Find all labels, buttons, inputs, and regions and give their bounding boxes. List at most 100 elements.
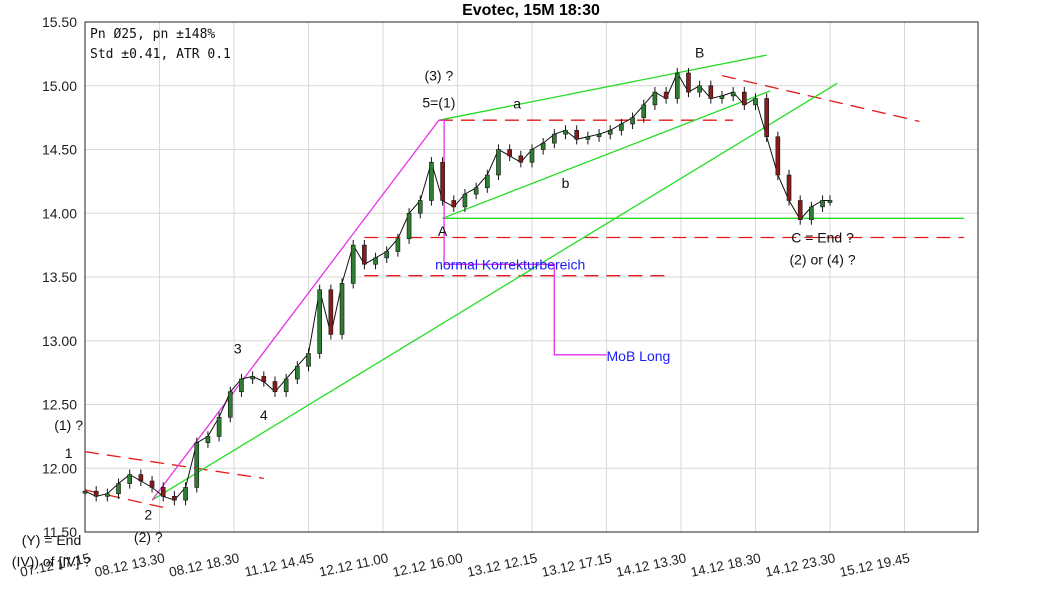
x-axis-ticks: 07.12 17.15 08.12 13.30 08.12 18.30 11.12 1… [19, 550, 911, 580]
x-tick-label: 08.12 18.30 [168, 550, 241, 580]
chart-title: Evotec, 15M 18:30 [462, 2, 600, 19]
price-bar [384, 251, 390, 259]
wave-label: (Y) = End [22, 532, 82, 548]
price-bar [250, 376, 255, 380]
y-tick-label: 12.50 [42, 397, 77, 413]
price-bar [585, 136, 591, 140]
price-bar [719, 95, 725, 99]
price-bar [339, 283, 345, 335]
price-bar [261, 376, 267, 382]
price-bar [328, 289, 334, 335]
price-bar [440, 161, 445, 201]
red-dashed-line [84, 489, 171, 510]
wave-label: (2) or (4) ? [789, 251, 855, 267]
x-tick-label: 08.12 13.30 [93, 550, 166, 580]
wave-label: 3 [234, 341, 242, 357]
price-bar [563, 130, 568, 135]
price-bar [552, 133, 557, 144]
x-tick-label: 14.12 23.30 [764, 550, 837, 580]
info-line-2: Std ±0.41, ATR 0.1 [90, 47, 231, 62]
x-tick-label: 14.12 13.30 [615, 550, 688, 580]
price-bar [574, 130, 580, 140]
price-bar [395, 238, 401, 252]
price-bar [239, 378, 244, 393]
price-series [82, 67, 833, 506]
wave-label: 4 [260, 407, 268, 423]
price-bar [630, 117, 635, 125]
wave-label: 1 [65, 445, 73, 461]
wave-label: A [438, 223, 448, 239]
y-tick-label: 11.50 [43, 524, 77, 540]
x-tick-label: 15.12 19.45 [838, 550, 911, 580]
price-bar [317, 289, 322, 354]
wave-label: b [562, 175, 570, 191]
green-trend-line [442, 90, 771, 219]
price-bar [216, 416, 222, 437]
price-bar [362, 244, 367, 265]
price-bar [529, 149, 535, 163]
price-bar [674, 72, 680, 99]
plot-frame [84, 21, 979, 533]
x-tick-label: 13.12 17.15 [540, 550, 613, 580]
price-bar [105, 493, 110, 497]
y-tick-label: 13.50 [42, 269, 77, 285]
price-bar [127, 474, 132, 484]
price-bar [272, 381, 278, 393]
price-bar [641, 104, 647, 118]
price-bar [607, 130, 613, 135]
trend-lines [84, 54, 965, 510]
price-bar [373, 257, 378, 265]
price-bar [686, 72, 691, 93]
wave-label: (2) ? [134, 529, 163, 545]
wave-label: (3) ? [424, 68, 453, 84]
info-line-1: Pn Ø25, pn ±148% [90, 27, 215, 42]
y-tick-label: 15.50 [42, 14, 77, 30]
price-bar [827, 200, 833, 203]
green-trend-line [151, 82, 838, 501]
price-bar [786, 174, 792, 201]
price-bar [820, 200, 825, 208]
price-bar [116, 483, 121, 495]
x-tick-label: 14.12 18.30 [689, 550, 762, 580]
price-bar [183, 487, 188, 501]
price-bar [93, 490, 99, 497]
price-bar [730, 91, 736, 97]
green-trend-line [438, 54, 767, 121]
y-tick-label: 12.00 [42, 460, 77, 476]
y-tick-label: 14.00 [42, 205, 77, 221]
price-bar [462, 193, 468, 208]
price-bar [306, 353, 311, 367]
price-bar [663, 91, 669, 99]
magenta-line [151, 119, 440, 501]
price-bar [417, 200, 423, 214]
price-bar [451, 200, 457, 208]
price-bar [350, 244, 356, 284]
price-bar [172, 495, 177, 501]
price-bar [194, 442, 200, 488]
price-bar [540, 142, 546, 150]
price-bar [473, 187, 479, 195]
x-tick-label: 13.12 12.15 [466, 550, 539, 580]
wave-label: B [695, 45, 704, 61]
price-bar [295, 365, 300, 380]
annotations: (3) ? 5=(1) a b B A 3 4 1 (1) ? 2 (2) ? C = End ? (2)… [12, 45, 856, 570]
wave-label: (1) ? [54, 417, 83, 433]
x-tick-label: 11.12 14.45 [243, 550, 315, 579]
x-tick-label: 12.12 16.00 [391, 550, 464, 580]
price-bar [496, 149, 501, 176]
wave-label: a [513, 96, 521, 112]
x-tick-label: 12.12 11.00 [318, 550, 390, 579]
price-bar [160, 487, 166, 497]
y-tick-label: 15.00 [42, 78, 77, 94]
red-dashed-line [721, 74, 920, 123]
wave-label: 5=(1) [422, 94, 455, 110]
price-bar [429, 161, 434, 201]
price-bar [619, 123, 624, 131]
price-bar [652, 91, 658, 106]
price-bar [753, 98, 758, 106]
price-bar [484, 174, 490, 189]
price-bar [775, 136, 781, 176]
price-bar [283, 378, 289, 393]
y-tick-label: 14.50 [42, 142, 77, 158]
